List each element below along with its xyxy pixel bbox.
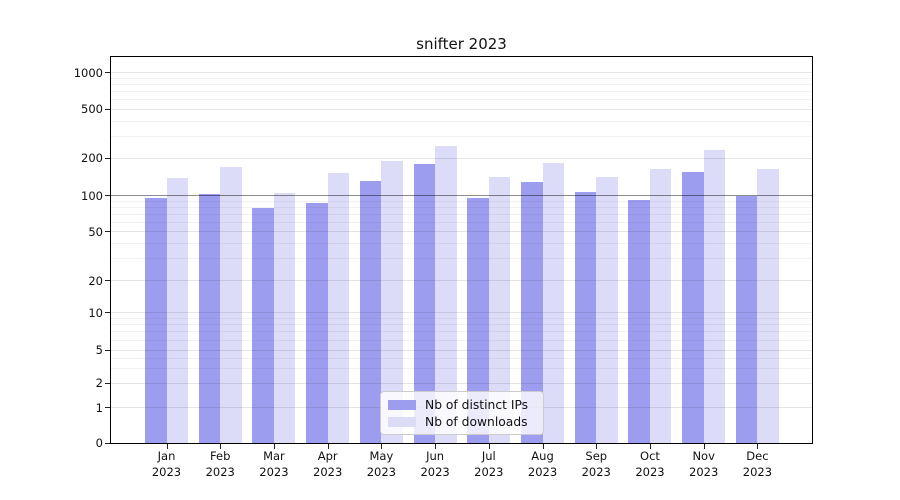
bar-downloads-jun (435, 146, 457, 443)
bar-distinct-ips-dec (735, 195, 758, 443)
legend-item-downloads: Nb of downloads (388, 414, 535, 430)
x-tick-mark-aug (542, 444, 544, 449)
bar-downloads-jul (488, 177, 511, 443)
y-tick-label-1: 1 (95, 400, 103, 415)
y-tick-label-50: 50 (88, 224, 103, 239)
legend-label-downloads: Nb of downloads (425, 415, 528, 429)
legend: Nb of distinct IPs Nb of downloads (380, 391, 544, 435)
bar-distinct-ips-may (359, 180, 382, 443)
bar-distinct-ips-jun (413, 163, 436, 443)
y-tick-label-500: 500 (81, 102, 103, 117)
chart-title: snifter 2023 (416, 35, 507, 53)
y-tick-label-200: 200 (81, 151, 103, 166)
y-tick-label-100: 100 (81, 188, 103, 203)
legend-item-distinct-ips: Nb of distinct IPs (388, 397, 535, 413)
bar-distinct-ips-mar (252, 207, 274, 443)
y-tick-label-0: 0 (95, 436, 103, 451)
bar-downloads-dec (757, 168, 779, 443)
x-tick-mark-feb (220, 444, 222, 449)
x-tick-mark-nov (703, 444, 705, 449)
x-tick-mark-jan (166, 444, 168, 449)
bar-distinct-ips-jan (145, 197, 167, 443)
x-tick-mark-jun (435, 444, 437, 449)
bar-distinct-ips-apr (306, 203, 328, 443)
x-tick-label-aug: Aug 2023 (527, 449, 558, 479)
bar-downloads-nov (703, 150, 726, 443)
x-tick-label-may: May 2023 (366, 449, 397, 479)
bar-distinct-ips-jul (467, 197, 489, 443)
legend-swatch-distinct-ips-icon (388, 400, 416, 410)
bar-downloads-mar (273, 193, 296, 443)
x-tick-mark-sep (596, 444, 598, 449)
bar-downloads-may (381, 161, 403, 443)
x-tick-label-jun: Jun 2023 (420, 449, 450, 479)
bar-distinct-ips-feb (198, 193, 221, 443)
bar-downloads-feb (220, 167, 242, 443)
x-tick-mark-dec (757, 444, 759, 449)
x-tick-mark-may (381, 444, 383, 449)
bar-distinct-ips-sep (574, 192, 597, 443)
bars-layer (111, 57, 812, 443)
x-tick-mark-apr (327, 444, 329, 449)
x-tick-label-oct: Oct 2023 (635, 449, 665, 479)
x-tick-label-jul: Jul 2023 (474, 449, 504, 479)
bar-distinct-ips-oct (628, 200, 650, 443)
x-tick-label-dec: Dec 2023 (742, 449, 773, 479)
plot-area: Nb of distinct IPs Nb of downloads (110, 56, 813, 444)
x-tick-mark-jul (488, 444, 490, 449)
y-tick-label-10: 10 (88, 305, 103, 320)
bar-downloads-sep (596, 176, 618, 443)
y-tick-label-5: 5 (95, 343, 103, 357)
x-tick-label-apr: Apr 2023 (313, 449, 343, 479)
y-tick-label-1000: 1000 (73, 65, 103, 80)
legend-swatch-downloads-icon (388, 417, 416, 427)
x-tick-label-jan: Jan 2023 (151, 449, 182, 479)
x-tick-label-sep: Sep 2023 (581, 449, 611, 479)
x-tick-label-feb: Feb 2023 (205, 449, 235, 479)
x-tick-label-nov: Nov 2023 (689, 449, 719, 479)
bar-distinct-ips-aug (521, 182, 543, 443)
x-tick-mark-mar (273, 444, 275, 449)
x-tick-mark-oct (649, 444, 651, 449)
bar-downloads-apr (327, 173, 350, 443)
y-tick-label-20: 20 (88, 273, 103, 288)
bar-downloads-jan (166, 178, 188, 443)
x-tick-label-mar: Mar 2023 (259, 449, 289, 479)
bar-downloads-oct (649, 168, 672, 443)
bar-downloads-aug (542, 163, 565, 443)
y-tick-label-2: 2 (95, 376, 103, 390)
legend-label-distinct-ips: Nb of distinct IPs (425, 398, 529, 412)
bar-distinct-ips-nov (682, 171, 704, 443)
